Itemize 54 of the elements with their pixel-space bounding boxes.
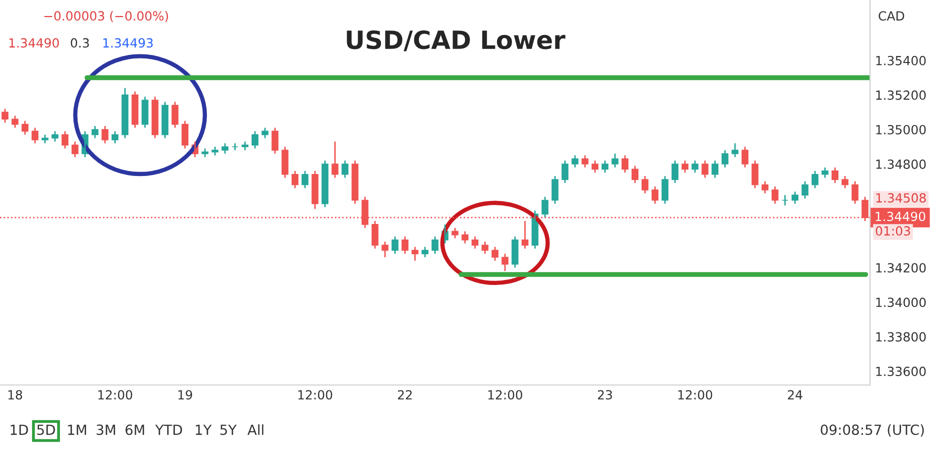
x-tick-label: 12:00 xyxy=(98,390,132,400)
candlestick xyxy=(62,130,68,150)
y-tick-label: 1.33800 xyxy=(876,332,926,342)
x-tick-label: 12:00 xyxy=(488,390,522,400)
ref-line-label: 1.34490 xyxy=(876,212,926,222)
candlestick xyxy=(102,125,108,144)
y-tick-label: 1.35000 xyxy=(876,124,926,134)
text: 5Y xyxy=(220,424,237,436)
candlestick xyxy=(782,194,788,206)
text: 01:03 xyxy=(876,226,910,236)
text: 6M xyxy=(126,424,144,436)
text: 3M xyxy=(96,424,116,436)
text: 5D xyxy=(37,424,55,436)
y-tick-label: 1.34000 xyxy=(876,298,926,308)
candlestick xyxy=(702,160,708,179)
candlestick xyxy=(342,160,348,179)
x-tick-label: 18 xyxy=(8,390,22,400)
text: 1Y xyxy=(196,424,212,435)
annotation: 1.34490 xyxy=(9,38,59,48)
y-tick-label: 1.35200 xyxy=(876,90,926,100)
x-tick-label: 23 xyxy=(598,390,612,400)
y-tick-label: 1.35400 xyxy=(876,56,926,66)
text: USD/CAD Lower xyxy=(346,30,566,52)
candlestick xyxy=(722,150,728,168)
text: 1M xyxy=(68,424,86,435)
x-tick-label: 12:00 xyxy=(298,390,332,400)
candlestick xyxy=(712,160,718,179)
candlestick xyxy=(642,175,648,194)
candlestick xyxy=(52,130,58,142)
x-tick-label: 24 xyxy=(788,390,802,400)
y-tick-label: 1.34200 xyxy=(876,263,926,273)
candlestick xyxy=(112,130,118,144)
x-tick-label: 12:00 xyxy=(678,390,712,400)
annotation: 0.3 xyxy=(70,38,89,48)
y-tick-label: 1.33600 xyxy=(876,366,926,376)
annotation: −0.00003 (−0.00%) xyxy=(44,10,168,22)
candlestick xyxy=(822,166,828,179)
candlestick xyxy=(332,140,338,179)
candlestick xyxy=(252,130,258,150)
y-tick-label: 1.34800 xyxy=(876,159,926,169)
text: 09:08:57 (UTC) xyxy=(820,424,924,437)
annotation: 1.34493 xyxy=(103,38,153,48)
text: 1D xyxy=(10,424,28,435)
x-tick-label: 19 xyxy=(178,390,192,400)
text: 1.34508 xyxy=(876,193,926,203)
candlestick xyxy=(402,236,408,254)
x-tick-label: 22 xyxy=(398,390,412,400)
candlestick xyxy=(482,241,488,254)
candlestick xyxy=(382,241,388,258)
text: All xyxy=(248,424,264,435)
candlestick xyxy=(392,236,398,254)
text: CAD xyxy=(878,11,904,21)
candlestick xyxy=(432,236,438,254)
text: YTD xyxy=(155,424,182,435)
